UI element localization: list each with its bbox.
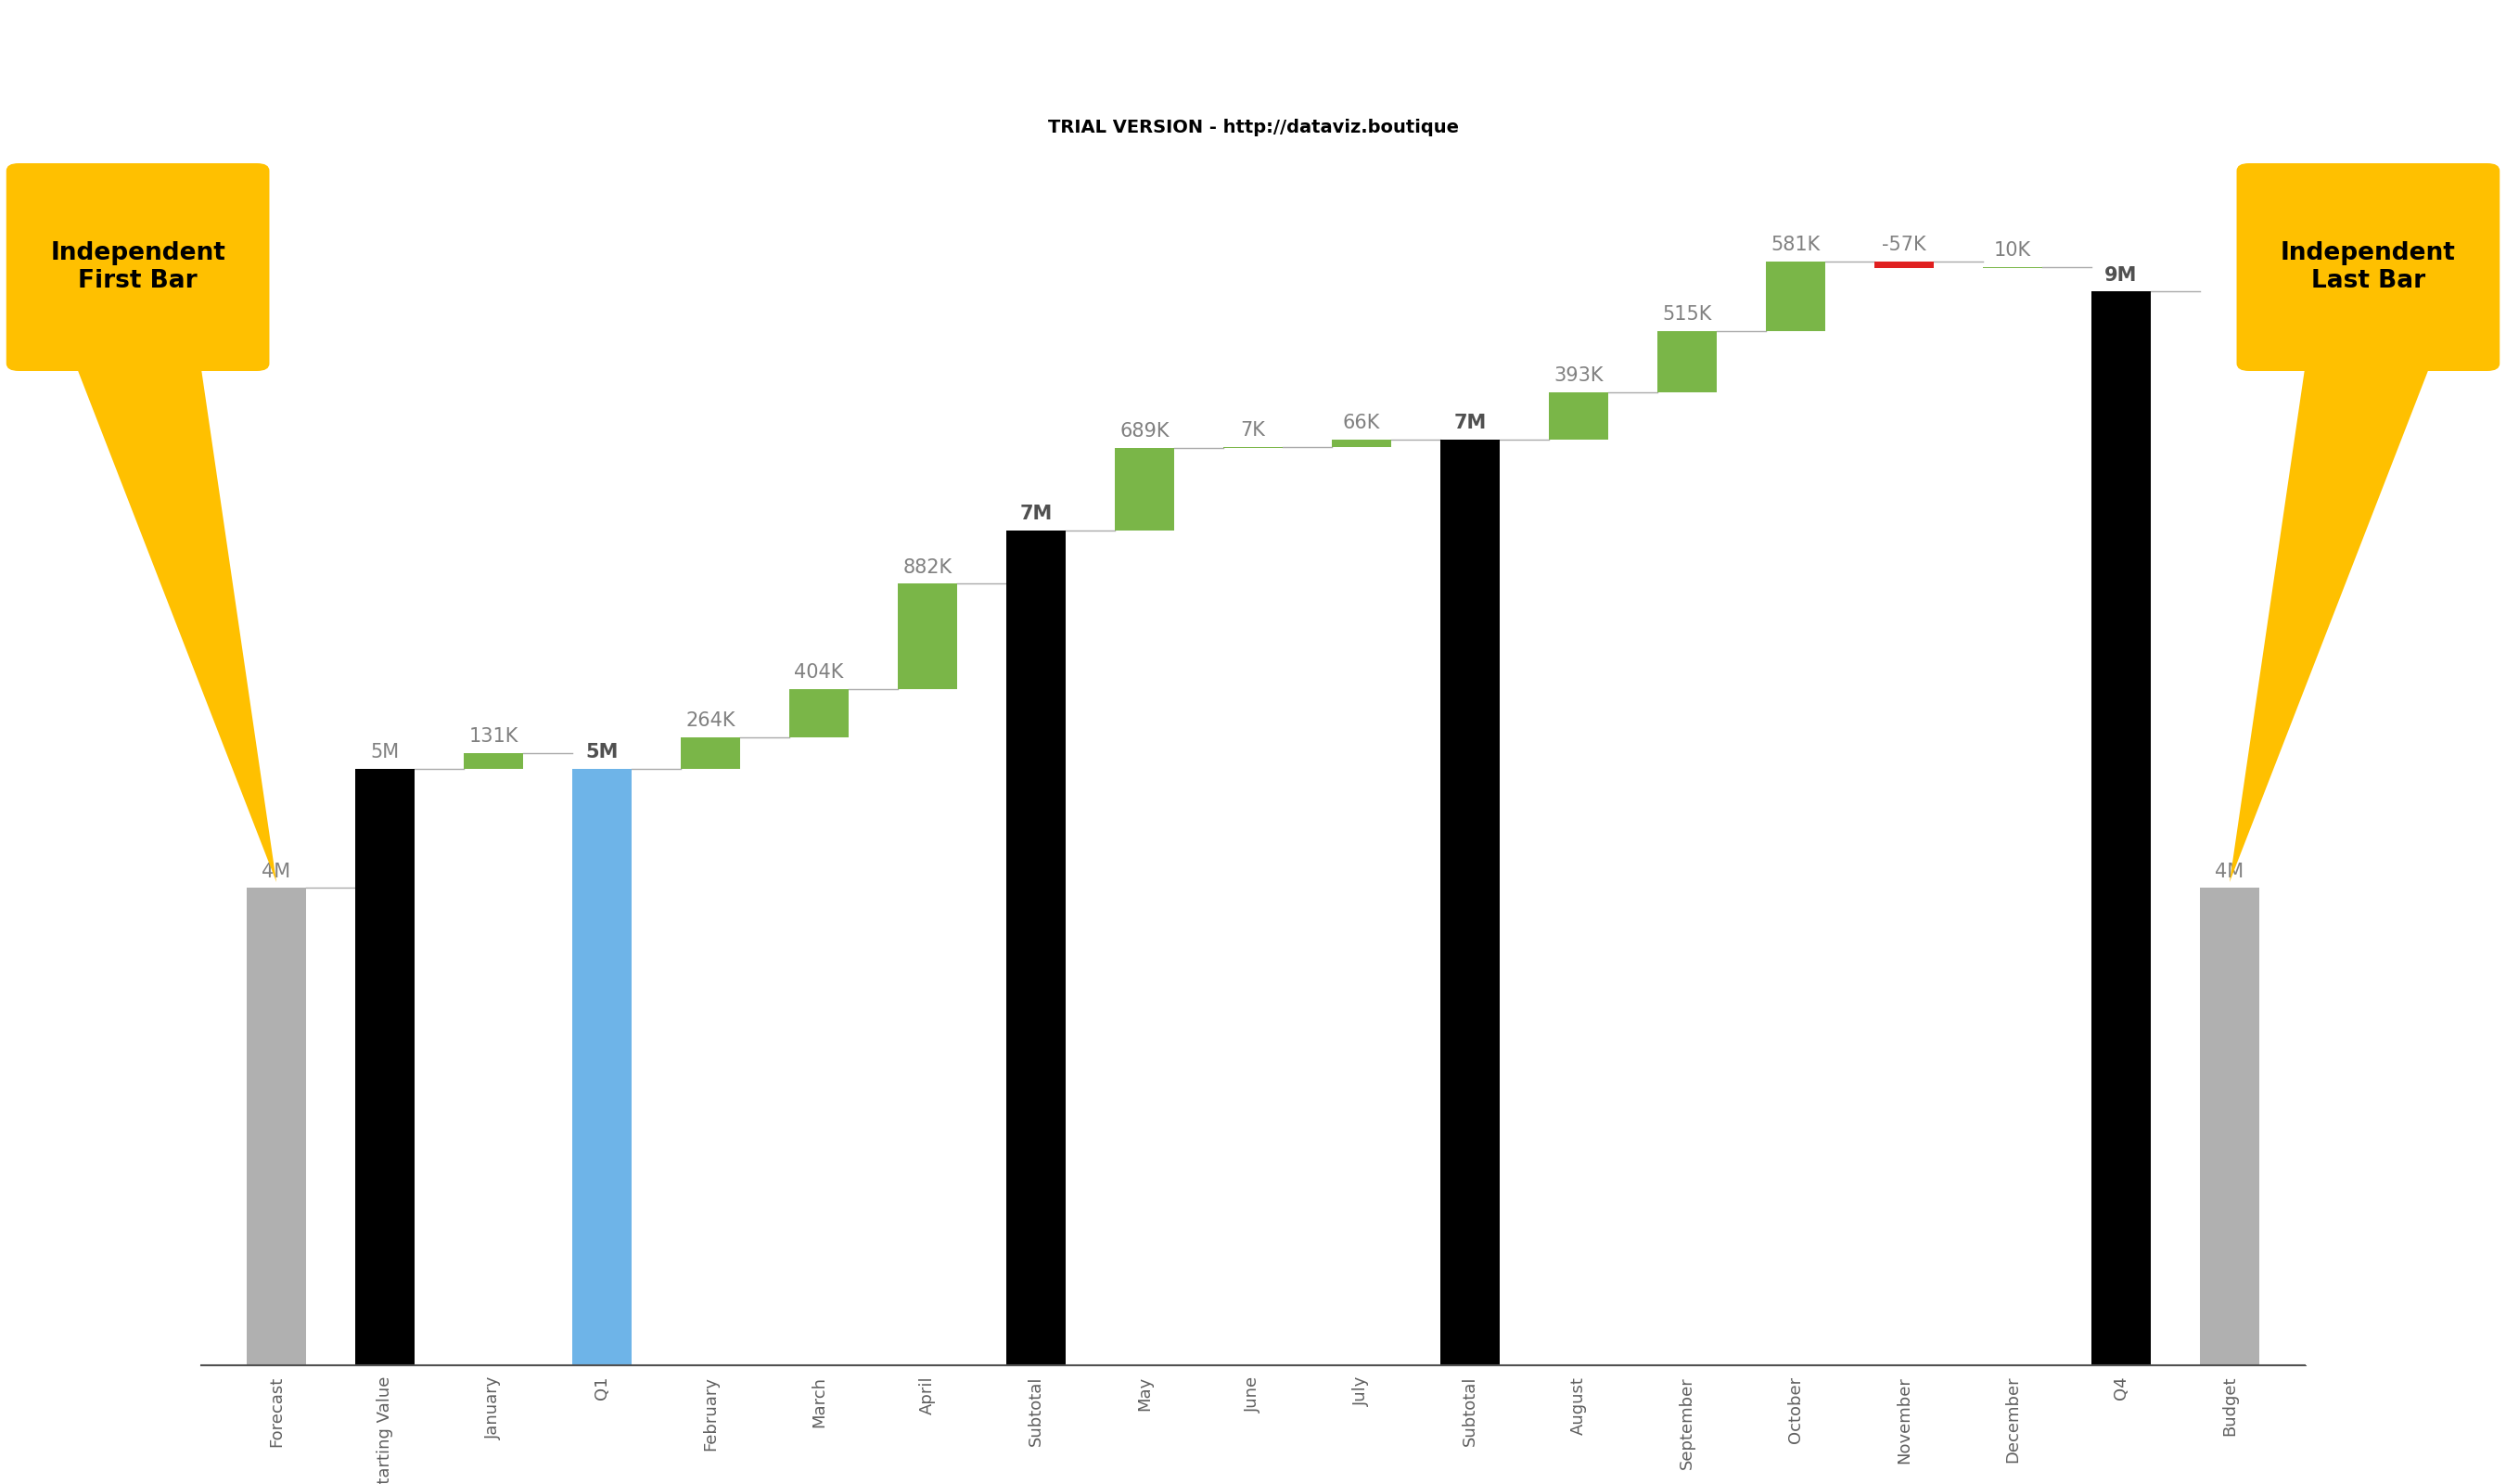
- Text: 689K: 689K: [1120, 423, 1170, 441]
- Text: 5M: 5M: [371, 743, 398, 761]
- Bar: [1441, 439, 1501, 1365]
- Text: 264K: 264K: [687, 711, 734, 730]
- Text: 10K: 10K: [1995, 242, 2032, 260]
- Text: Independent
Last Bar: Independent Last Bar: [2280, 240, 2456, 294]
- Text: 393K: 393K: [1554, 367, 1604, 386]
- Text: Independent
First Bar: Independent First Bar: [50, 240, 226, 294]
- Text: 66K: 66K: [1343, 414, 1381, 432]
- Text: 7K: 7K: [1240, 421, 1266, 439]
- Text: 515K: 515K: [1661, 306, 1712, 324]
- Bar: [1767, 261, 1824, 331]
- Text: 882K: 882K: [902, 558, 952, 577]
- Text: 131K: 131K: [469, 727, 519, 746]
- Text: 4M: 4M: [2215, 862, 2243, 881]
- Text: 404K: 404K: [794, 663, 845, 683]
- Bar: [789, 689, 850, 738]
- Text: 9M: 9M: [2105, 266, 2138, 285]
- Bar: [2200, 887, 2260, 1365]
- Text: 4M: 4M: [263, 862, 291, 881]
- Text: 7M: 7M: [1020, 505, 1053, 522]
- Bar: [571, 769, 632, 1365]
- Bar: [246, 887, 306, 1365]
- Bar: [356, 769, 416, 1365]
- Bar: [464, 754, 524, 769]
- Text: 581K: 581K: [1772, 236, 1819, 254]
- Bar: [1656, 331, 1717, 392]
- Bar: [1549, 392, 1609, 439]
- Bar: [1115, 448, 1175, 530]
- Bar: [1874, 261, 1935, 269]
- Bar: [897, 583, 957, 689]
- Text: 7M: 7M: [1453, 414, 1486, 432]
- Title: TRIAL VERSION - http://dataviz.boutique: TRIAL VERSION - http://dataviz.boutique: [1048, 119, 1458, 137]
- Bar: [682, 738, 739, 769]
- Bar: [1331, 439, 1391, 447]
- Text: 5M: 5M: [586, 743, 619, 761]
- Bar: [2090, 291, 2150, 1365]
- Text: -57K: -57K: [1882, 236, 1927, 254]
- Bar: [1005, 530, 1065, 1365]
